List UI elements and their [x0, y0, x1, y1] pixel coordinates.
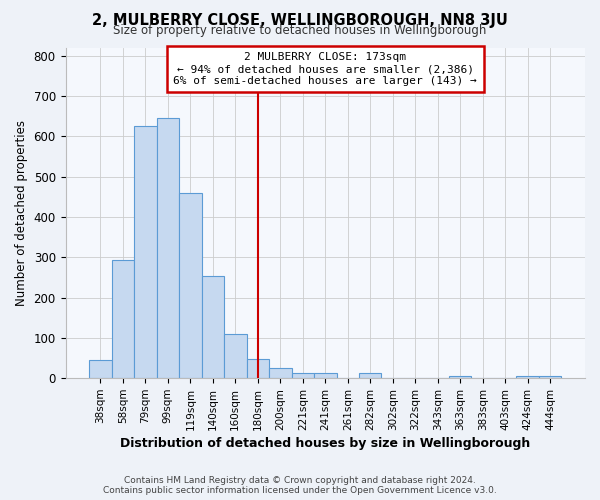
Bar [269, 368, 292, 378]
Bar [449, 376, 472, 378]
Bar [134, 126, 157, 378]
Text: Size of property relative to detached houses in Wellingborough: Size of property relative to detached ho… [113, 24, 487, 37]
Text: Contains HM Land Registry data © Crown copyright and database right 2024.
Contai: Contains HM Land Registry data © Crown c… [103, 476, 497, 495]
Bar [157, 118, 179, 378]
Bar [89, 360, 112, 378]
Bar [224, 334, 247, 378]
Bar [314, 372, 337, 378]
Bar [359, 373, 382, 378]
Bar [517, 376, 539, 378]
Y-axis label: Number of detached properties: Number of detached properties [15, 120, 28, 306]
Bar [539, 376, 562, 378]
Bar [292, 372, 314, 378]
Bar [247, 360, 269, 378]
X-axis label: Distribution of detached houses by size in Wellingborough: Distribution of detached houses by size … [120, 437, 530, 450]
Text: 2 MULBERRY CLOSE: 173sqm
← 94% of detached houses are smaller (2,386)
6% of semi: 2 MULBERRY CLOSE: 173sqm ← 94% of detach… [173, 52, 477, 86]
Bar [202, 276, 224, 378]
Bar [112, 260, 134, 378]
Text: 2, MULBERRY CLOSE, WELLINGBOROUGH, NN8 3JU: 2, MULBERRY CLOSE, WELLINGBOROUGH, NN8 3… [92, 12, 508, 28]
Bar [179, 192, 202, 378]
